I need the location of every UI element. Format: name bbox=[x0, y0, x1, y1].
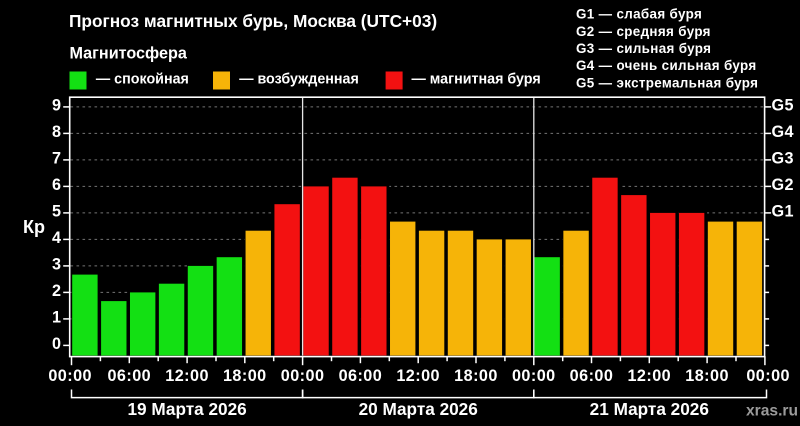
svg-text:8: 8 bbox=[52, 123, 61, 141]
svg-text:Магнитосфера: Магнитосфера bbox=[70, 44, 188, 62]
svg-text:G1: G1 bbox=[772, 203, 795, 221]
svg-text:00:00: 00:00 bbox=[512, 367, 556, 385]
svg-text:06:00: 06:00 bbox=[570, 367, 614, 385]
svg-text:G2 — средняя буря: G2 — средняя буря bbox=[576, 24, 711, 39]
svg-text:— магнитная буря: — магнитная буря bbox=[412, 72, 541, 88]
svg-text:G1 — слабая буря: G1 — слабая буря bbox=[576, 7, 702, 22]
svg-text:G5: G5 bbox=[772, 97, 795, 115]
svg-text:— спокойная: — спокойная bbox=[96, 72, 189, 88]
svg-text:5: 5 bbox=[52, 203, 61, 221]
svg-text:20 Марта 2026: 20 Марта 2026 bbox=[359, 399, 478, 419]
svg-text:06:00: 06:00 bbox=[339, 367, 383, 385]
svg-text:18:00: 18:00 bbox=[454, 367, 498, 385]
svg-text:06:00: 06:00 bbox=[107, 367, 151, 385]
svg-text:00:00: 00:00 bbox=[48, 367, 92, 385]
svg-text:19 Марта 2026: 19 Марта 2026 bbox=[127, 399, 246, 419]
svg-text:7: 7 bbox=[52, 150, 61, 168]
svg-text:00:00: 00:00 bbox=[281, 367, 325, 385]
svg-text:G2: G2 bbox=[772, 176, 795, 194]
svg-text:2: 2 bbox=[52, 282, 61, 300]
svg-text:— возбужденная: — возбужденная bbox=[239, 72, 359, 88]
svg-text:Кр: Кр bbox=[23, 217, 45, 237]
svg-text:G3: G3 bbox=[772, 150, 795, 168]
svg-text:4: 4 bbox=[52, 229, 61, 247]
svg-text:9: 9 bbox=[52, 97, 61, 115]
svg-text:18:00: 18:00 bbox=[685, 367, 729, 385]
svg-text:G3 — сильная буря: G3 — сильная буря bbox=[576, 41, 711, 56]
svg-text:1: 1 bbox=[52, 309, 61, 327]
svg-text:12:00: 12:00 bbox=[165, 367, 209, 385]
svg-text:xras.ru: xras.ru bbox=[746, 403, 798, 420]
svg-text:6: 6 bbox=[52, 176, 61, 194]
svg-text:00:00: 00:00 bbox=[746, 367, 790, 385]
svg-text:G4: G4 bbox=[772, 123, 795, 141]
svg-text:0: 0 bbox=[52, 335, 61, 353]
svg-text:18:00: 18:00 bbox=[223, 367, 267, 385]
svg-text:G5 — экстремальная буря: G5 — экстремальная буря bbox=[576, 75, 758, 90]
svg-text:21 Марта 2026: 21 Марта 2026 bbox=[590, 399, 709, 419]
svg-text:12:00: 12:00 bbox=[396, 367, 440, 385]
svg-text:Прогноз магнитных бурь, Москва: Прогноз магнитных бурь, Москва (UTC+03) bbox=[69, 11, 437, 31]
svg-text:3: 3 bbox=[52, 256, 61, 274]
svg-text:G4 — очень сильная буря: G4 — очень сильная буря bbox=[576, 58, 757, 73]
svg-text:12:00: 12:00 bbox=[627, 367, 671, 385]
